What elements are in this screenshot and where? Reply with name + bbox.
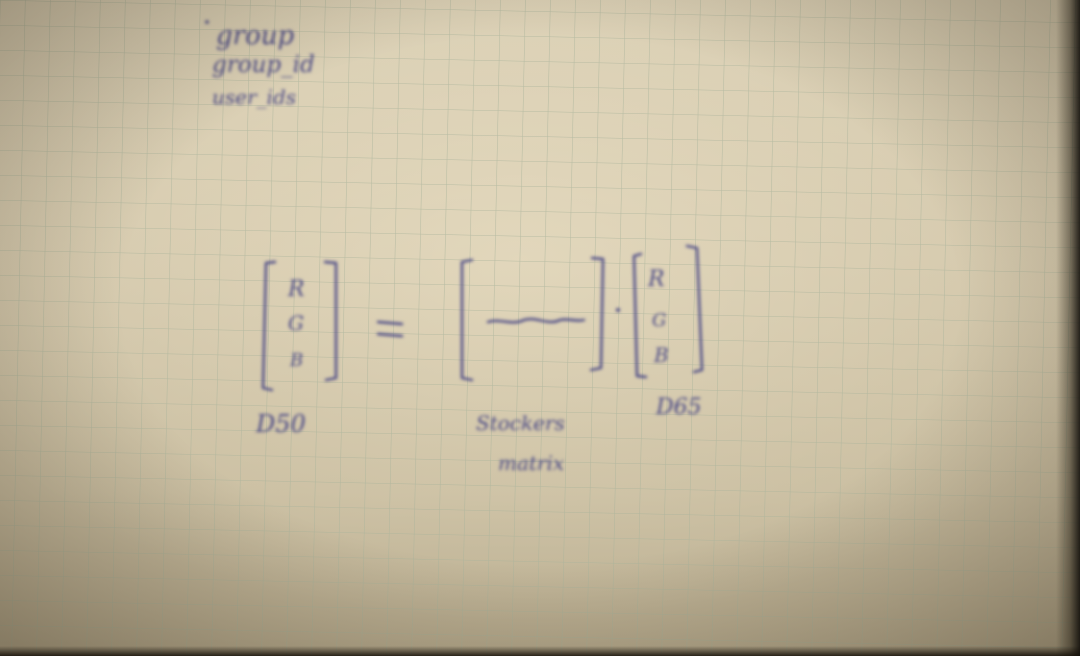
rhs-entry-g: G <box>652 310 666 331</box>
matrix-caption-line2: matrix <box>498 451 564 475</box>
matrix-caption-line1: Stockers <box>476 411 565 435</box>
lhs-right-bracket <box>323 260 338 382</box>
rhs-illuminant-label: D65 <box>655 395 702 420</box>
lhs-illuminant-label: D50 <box>255 410 306 438</box>
rhs-right-bracket <box>685 244 704 374</box>
matrix-left-bracket <box>460 258 474 382</box>
note-line-3: user_ids <box>212 85 296 109</box>
equals-sign <box>376 320 404 338</box>
lhs-entry-b: B <box>289 350 303 371</box>
rhs-left-bracket <box>632 252 648 379</box>
bullet-dot <box>205 20 209 24</box>
matrix-content-scribble <box>486 317 586 324</box>
right-dark-edge <box>1056 0 1080 656</box>
matrix-right-bracket <box>589 256 605 372</box>
lhs-left-bracket <box>261 260 277 392</box>
dot-operator <box>616 308 620 312</box>
rhs-entry-r: R <box>647 267 665 292</box>
bottom-dark-edge <box>0 646 1080 656</box>
note-line-1: group <box>216 21 294 51</box>
note-line-2: group_id <box>212 52 315 78</box>
rhs-entry-b: B <box>653 343 669 367</box>
lhs-entry-r: R <box>287 277 305 302</box>
lhs-entry-g: G <box>288 311 304 335</box>
